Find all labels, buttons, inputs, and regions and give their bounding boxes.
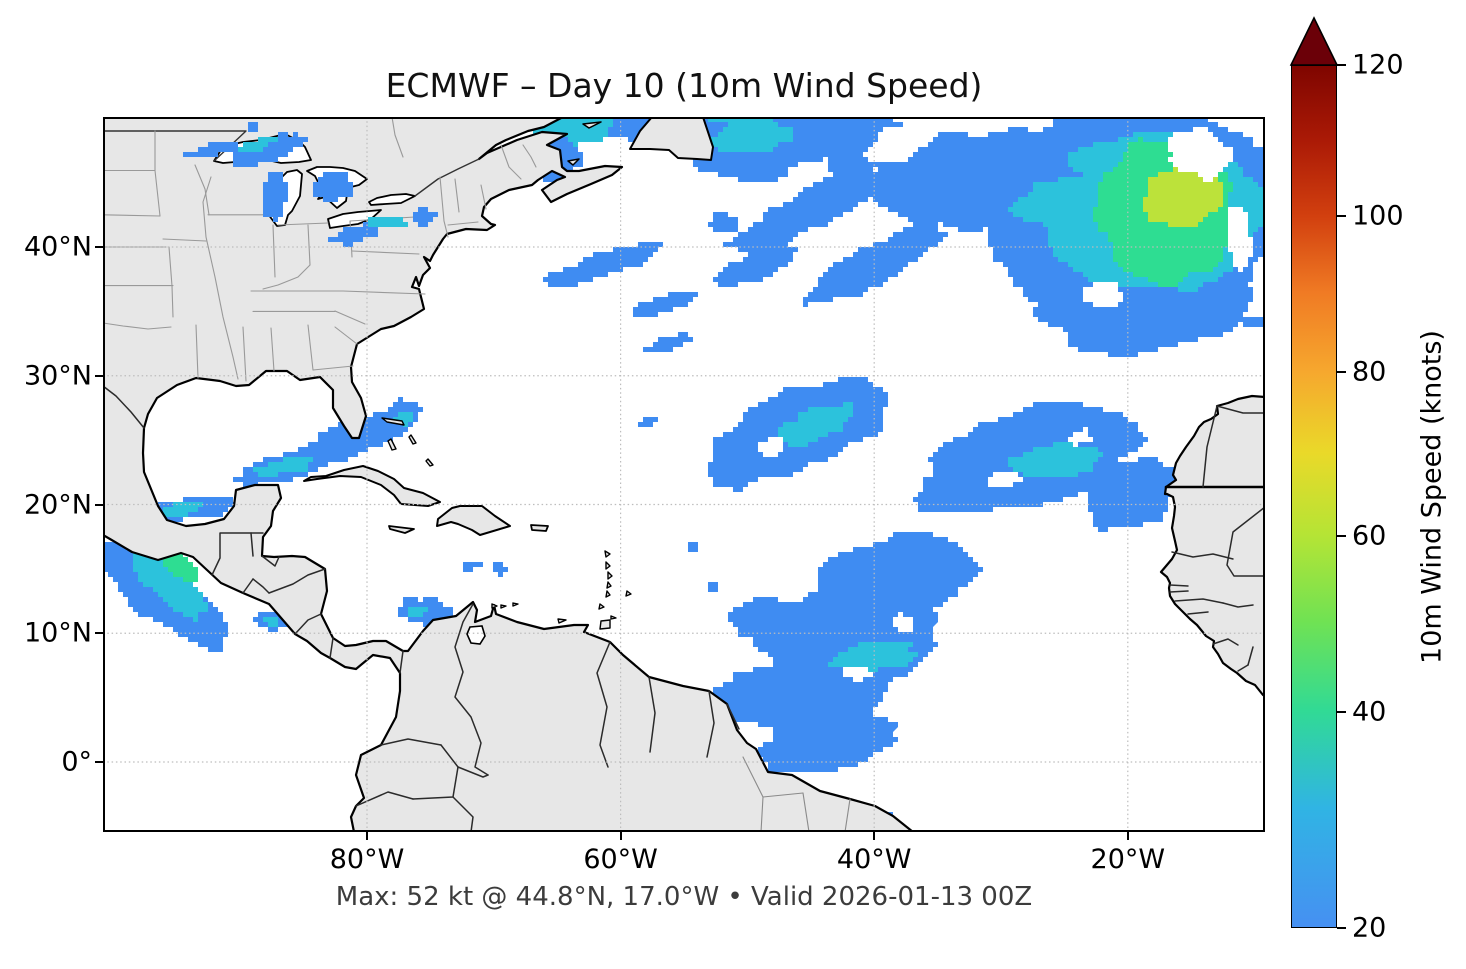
wind-blob [408,607,428,617]
wind-blob [1088,457,1183,532]
wind-blob [983,472,1023,487]
wind-blob [263,617,283,627]
y-tick-label: 10°N [23,617,92,649]
map-svg [103,117,1265,832]
x-tick-label: 80°W [329,844,405,875]
colorbar-axis-label: 10m Wind Speed (knots) [1416,330,1448,664]
colorbar-tick-mark [1337,710,1346,713]
y-tick-mark [95,374,103,377]
colorbar-tick-label: 80 [1352,356,1387,388]
wind-blob [773,157,833,192]
colorbar-tick-mark [1337,534,1346,537]
wind-blob [758,707,898,772]
wind-blob [988,222,1028,252]
wind-blob [1068,427,1093,447]
wind-blob [1003,442,1103,477]
wind-blob [708,247,798,287]
wind-blob [638,417,658,427]
wind-blob [758,437,783,457]
wind-blob [253,457,313,477]
colorbar-tick-mark [1337,214,1346,217]
wind-blob [228,132,308,167]
colorbar-tick-label: 60 [1352,520,1387,552]
wind-blob [913,457,1018,512]
wind-blob [313,172,353,202]
wind-blob [328,222,378,247]
wind-blob [828,642,918,672]
wind-blob [793,582,813,592]
colorbar-extend-arrow-icon [1289,16,1339,66]
wind-blob [493,562,508,577]
colorbar-tick-mark [1337,64,1346,66]
x-tick-mark [366,832,368,840]
page-title: ECMWF – Day 10 (10m Wind Speed) [385,66,983,105]
wind-blob [363,217,413,227]
colorbar [1291,65,1337,928]
y-tick-mark [95,503,103,506]
x-tick-label: 40°W [836,844,912,875]
y-tick-mark [95,632,103,635]
colorbar-tick-label: 100 [1352,200,1404,232]
map-canvas [103,117,1265,832]
wind-blob [708,582,723,592]
wind-blob [1228,207,1253,272]
wind-blob [643,332,693,352]
wind-blob [1008,177,1098,222]
wind-blob [128,547,208,622]
wind-blob [458,557,483,572]
x-tick-mark [619,832,622,840]
colorbar-tick-label: 40 [1352,696,1387,728]
wind-blob [1243,317,1265,327]
y-tick-label: 30°N [23,360,92,392]
wind-blob [773,402,853,447]
x-tick-mark [873,832,876,840]
wind-blob [1083,282,1128,307]
wind-blob [863,117,933,162]
wind-blob [1168,127,1233,182]
colorbar-tick-label: 20 [1352,912,1387,944]
y-tick-mark [95,761,103,763]
wind-blob [183,142,238,157]
wind-blob [238,137,278,152]
wind-field-over [183,122,438,247]
wind-blob [843,667,878,682]
wind-blob [633,292,703,317]
wind-blob [723,167,888,252]
y-tick-label: 20°N [23,489,92,520]
wind-blob [263,172,288,222]
wind-blob [393,412,418,427]
wind-blob [243,122,258,132]
land-layer [103,117,1265,832]
y-tick-label: 40°N [23,231,92,263]
gridlines [103,117,1265,832]
wind-blob [893,612,918,632]
subtitle-text: Max: 52 kt @ 44.8°N, 17.0°W • Valid 2026… [335,882,1033,912]
y-tick-label: 0° [61,746,92,778]
wind-blob [413,207,438,227]
colorbar-tick-mark [1337,927,1346,929]
colorbar-arrow-shape [1289,16,1339,66]
wind-blob [158,502,203,517]
wind-blob [543,242,663,287]
x-tick-mark [1126,832,1129,840]
y-tick-mark [95,246,103,248]
wind-blob [728,597,798,637]
wind-blob [688,542,698,552]
wind-blob [708,212,743,232]
colorbar-tick-mark [1337,370,1346,373]
x-tick-label: 20°W [1090,844,1166,875]
x-tick-label: 60°W [583,844,658,875]
wind-blob [803,222,948,307]
colorbar-tick-label: 120 [1352,49,1404,81]
